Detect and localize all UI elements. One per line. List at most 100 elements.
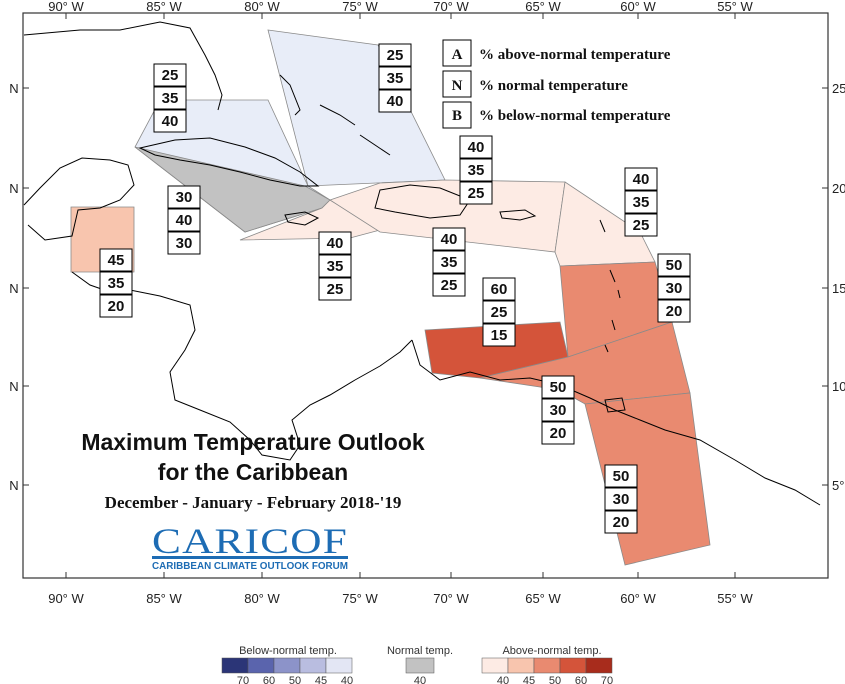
prob-cell [459,135,493,159]
prob-above-value: 60 [491,281,508,298]
prob-cell [99,294,133,318]
prob-normal-value: 35 [108,275,125,292]
prob-above-value: 40 [468,139,485,156]
prob-cell [167,231,201,255]
lat-label-right: 20° [832,181,845,196]
prob-normal-value: 30 [666,280,683,297]
legend-key: A % above-normal temperature N % normal … [442,39,671,129]
prob-cell [153,109,187,133]
colorbar-swatch [299,657,327,674]
lat-label-right: 25° [832,81,845,96]
colorbar-normal-swatch [405,657,435,674]
colorbar-tick: 40 [497,675,509,684]
prob-cell [153,63,187,87]
lon-label-bottom: 55° W [717,591,753,606]
prob-above-value: 45 [108,252,125,269]
colorbar-swatch [325,657,353,674]
legend-key-text-b: % below-normal temperature [479,108,671,124]
colorbar-normal-tick: 40 [414,675,426,684]
prob-box-cuba: 25 35 40 [153,63,187,133]
legend-key-letter-a: A [452,47,463,63]
logo-tagline: CARIBBEAN CLIMATE OUTLOOK FORUM [152,561,348,572]
colorbar-tick: 40 [341,675,353,684]
prob-below-value: 20 [108,298,125,315]
logo-wordmark: CARICOF [152,521,348,561]
prob-below-value: 40 [387,93,404,110]
colorbar-legend: Below-normal temp. 70 60 50 45 40 Normal tem… [221,645,613,684]
prob-box-cayman-jamaica-sea: 30 40 30 [167,185,201,255]
lat-labels-right: 25° 20° 15° 10° 5° [832,81,845,493]
prob-normal-value: 35 [387,70,404,87]
probability-boxes: 25 35 40 25 35 40 30 40 30 40 35 25 40 35 25 40 35 25 40 35… [99,43,691,534]
prob-above-value: 25 [162,67,179,84]
colorbar-tick: 50 [549,675,561,684]
legend-key-row-a: A % above-normal temperature [442,39,671,67]
lat-label-left: N [9,181,18,196]
lon-label-top: 75° W [342,0,378,14]
lon-label-top: 90° W [48,0,84,14]
prob-cell [624,190,658,214]
prob-box-belize: 45 35 20 [99,248,133,318]
lat-label-left: N [9,281,18,296]
prob-cell [99,248,133,272]
prob-below-value: 25 [633,217,650,234]
colorbar-tick: 70 [237,675,249,684]
lat-label-right: 15° [832,281,845,296]
prob-cell [459,158,493,182]
prob-box-turks-north: 40 35 25 [459,135,493,205]
prob-cell [482,300,516,324]
prob-cell [657,299,691,323]
prob-above-value: 40 [327,235,344,252]
prob-cell [541,398,575,422]
prob-cell [541,375,575,399]
colorbar-swatch [247,657,275,674]
prob-cell [167,185,201,209]
lon-labels-top: 90° W 85° W 80° W 75° W 70° W 65° W 60° … [48,0,753,14]
prob-above-value: 50 [550,379,567,396]
colorbar-above: 40 45 50 60 70 [481,657,613,684]
prob-cell [604,510,638,534]
colorbar-tick: 45 [315,675,327,684]
legend-key-text-n: % normal temperature [479,78,628,94]
prob-below-value: 25 [327,281,344,298]
map-title-line1: Maximum Temperature Outlook [81,429,425,455]
prob-above-value: 40 [633,171,650,188]
lat-label-right: 10° [832,379,845,394]
map-title-period: December - January - February 2018-'19 [105,493,402,512]
lon-labels-bottom: 90° W 85° W 80° W 75° W 70° W 65° W 60° … [48,591,753,606]
colorbar-swatch [221,657,249,674]
prob-normal-value: 30 [550,402,567,419]
prob-above-value: 40 [441,231,458,248]
lon-label-top: 85° W [146,0,182,14]
lon-label-top: 80° W [244,0,280,14]
prob-below-value: 25 [441,277,458,294]
prob-below-value: 30 [176,235,193,252]
legend-key-letter-b: B [452,108,462,124]
colorbar-tick: 60 [575,675,587,684]
prob-normal-value: 35 [327,258,344,275]
prob-cell [482,323,516,347]
prob-above-value: 30 [176,189,193,206]
lat-label-left: N [9,478,18,493]
lat-label-right: 5° [832,478,844,493]
prob-normal-value: 25 [491,304,508,321]
colorbar-tick: 50 [289,675,301,684]
legend-key-row-n: N % normal temperature [442,70,628,98]
prob-below-value: 20 [613,514,630,531]
lon-label-bottom: 75° W [342,591,378,606]
colorbar-tick: 60 [263,675,275,684]
prob-above-value: 25 [387,47,404,64]
colorbar-tick: 45 [523,675,535,684]
prob-normal-value: 35 [633,194,650,211]
lon-label-top: 65° W [525,0,561,14]
prob-cell [167,208,201,232]
prob-cell [657,253,691,277]
prob-above-value: 50 [613,468,630,485]
prob-cell [624,167,658,191]
prob-below-value: 25 [468,185,485,202]
prob-cell [378,43,412,67]
prob-cell [432,250,466,274]
lon-label-top: 55° W [717,0,753,14]
prob-cell [541,421,575,445]
